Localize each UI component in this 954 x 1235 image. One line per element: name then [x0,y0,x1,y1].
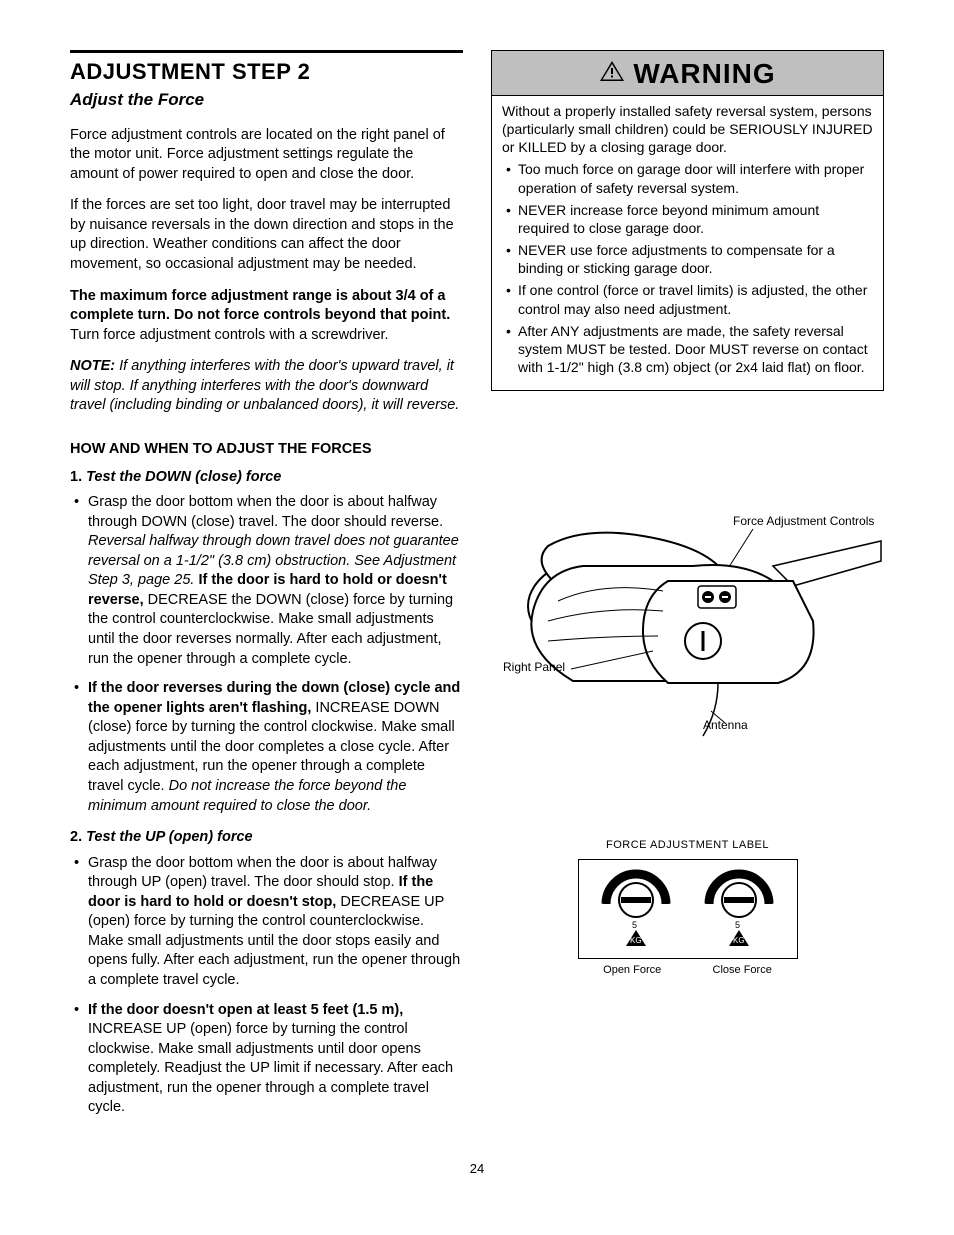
warning-item: NEVER use force adjustments to compensat… [506,241,873,277]
close-force-dial: 9 1 7 3 5 KG [695,868,783,953]
test1-number: 1. [70,468,82,488]
t2b2-rest: INCREASE UP (open) force by turning the … [88,1021,453,1115]
close-force-label: Close Force [713,963,772,978]
warning-title: WARNING [633,55,775,93]
intro-paragraph-3: The maximum force adjustment range is ab… [70,287,463,346]
force-label-title: FORCE ADJUSTMENT LABEL [491,838,884,853]
open-force-dial: 9 1 7 3 5 KG [592,868,680,953]
svg-text:KG: KG [630,936,642,945]
svg-text:1: 1 [666,878,671,888]
warning-box: WARNING Without a properly installed saf… [491,50,884,391]
right-column: WARNING Without a properly installed saf… [491,50,884,1130]
svg-text:3: 3 [668,902,673,912]
warning-item: After ANY adjustments are made, the safe… [506,322,873,377]
test2-title: Test the UP (open) force [86,828,253,848]
svg-text:9: 9 [703,878,708,888]
warning-icon [599,60,625,89]
note-text: If anything interferes with the door's u… [70,358,459,413]
motor-unit-figure: Force Adjustment Controls [491,511,884,758]
t1b1-c: DECREASE the DOWN (close) force by turni… [88,592,453,667]
test2-bullet-2: If the door doesn't open at least 5 feet… [74,1001,463,1118]
test1-title: Test the DOWN (close) force [86,468,281,488]
warning-item: NEVER increase force beyond minimum amou… [506,201,873,237]
note-paragraph: NOTE: If anything interferes with the do… [70,357,463,416]
svg-text:3: 3 [771,902,776,912]
svg-text:KG: KG [733,936,745,945]
dials-box: 9 1 7 3 5 KG 9 1 7 3 5 [578,859,798,960]
warning-body: Without a properly installed safety reve… [492,96,883,391]
t2b2-bold: If the door doesn't open at least 5 feet… [88,1002,403,1018]
callout-controls: Force Adjustment Controls [733,514,874,528]
svg-text:1: 1 [769,878,774,888]
step-subtitle: Adjust the Force [70,89,463,112]
svg-text:5: 5 [735,920,740,930]
motor-unit-svg: Force Adjustment Controls [493,511,883,751]
test-up-heading: 2. Test the UP (open) force [70,828,463,848]
page-number: 24 [70,1160,884,1178]
warning-header: WARNING [492,51,883,96]
test2-bullets: Grasp the door bottom when the door is a… [70,854,463,1118]
t2b1-a: Grasp the door bottom when the door is a… [88,855,437,891]
test-down-heading: 1. Test the DOWN (close) force [70,468,463,488]
test2-number: 2. [70,828,82,848]
how-when-heading: HOW AND WHEN TO ADJUST THE FORCES [70,440,463,460]
svg-text:9: 9 [600,878,605,888]
max-range-rest: Turn force adjustment controls with a sc… [70,327,389,343]
callout-right-panel: Right Panel [503,660,565,674]
warning-list: Too much force on garage door will inter… [502,160,873,376]
intro-paragraph-2: If the forces are set too light, door tr… [70,196,463,274]
page-columns: ADJUSTMENT STEP 2 Adjust the Force Force… [70,50,884,1130]
max-range-bold: The maximum force adjustment range is ab… [70,288,450,324]
intro-paragraph-1: Force adjustment controls are located on… [70,126,463,185]
svg-text:7: 7 [701,902,706,912]
left-column: ADJUSTMENT STEP 2 Adjust the Force Force… [70,50,463,1130]
warning-item: Too much force on garage door will inter… [506,160,873,196]
callout-antenna: Antenna [703,718,748,732]
warning-item: If one control (force or travel limits) … [506,281,873,317]
open-force-label: Open Force [603,963,661,978]
note-label: NOTE: [70,358,115,374]
svg-text:7: 7 [598,902,603,912]
dial-captions: Open Force Close Force [578,963,798,978]
test1-bullets: Grasp the door bottom when the door is a… [70,493,463,816]
t1b1-a: Grasp the door bottom when the door is a… [88,494,443,530]
test2-bullet-1: Grasp the door bottom when the door is a… [74,854,463,991]
step-title: ADJUSTMENT STEP 2 [70,57,463,87]
warning-intro: Without a properly installed safety reve… [502,102,873,157]
test1-bullet-2: If the door reverses during the down (cl… [74,679,463,816]
test1-bullet-1: Grasp the door bottom when the door is a… [74,493,463,669]
svg-text:5: 5 [632,920,637,930]
